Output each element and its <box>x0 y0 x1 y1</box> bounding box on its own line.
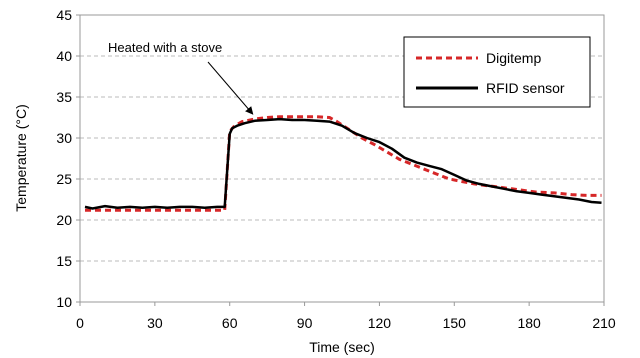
x-tick-label: 210 <box>592 315 616 331</box>
y-tick-label: 30 <box>56 130 72 146</box>
series-lines <box>84 115 602 212</box>
x-tick-label: 60 <box>222 315 238 331</box>
y-tick-label: 40 <box>56 48 72 64</box>
grid-lines <box>80 55 604 262</box>
series-line-rfid-sensor <box>84 117 602 210</box>
y-tick-label: 35 <box>56 89 72 105</box>
annotation: Heated with a stove <box>108 40 254 115</box>
x-axis-label: Time (sec) <box>309 339 375 355</box>
y-tick-label: 45 <box>56 7 72 23</box>
legend-box <box>403 36 591 108</box>
y-tick-label: 20 <box>56 212 72 228</box>
x-tick-label: 120 <box>368 315 392 331</box>
y-tick-label: 15 <box>56 253 72 269</box>
x-tick-label: 150 <box>443 315 467 331</box>
series-line-digitemp <box>85 115 602 212</box>
legend-label-rfid-sensor: RFID sensor <box>486 80 565 96</box>
y-axis-label: Temperature (°C) <box>13 104 29 212</box>
plot-area-frame <box>79 14 605 303</box>
x-tick-label: 0 <box>76 315 84 331</box>
y-tick-label: 10 <box>56 294 72 310</box>
x-tick-label: 90 <box>297 315 313 331</box>
x-tick-label: 30 <box>147 315 163 331</box>
y-tick-label: 25 <box>56 171 72 187</box>
x-tick-label: 180 <box>517 315 541 331</box>
y-axis-ticks: 10 15 20 25 30 35 40 45 <box>56 7 80 310</box>
x-axis-ticks: 0 30 60 90 120 150 180 210 <box>76 302 616 331</box>
annotation-arrow <box>207 61 254 115</box>
annotation-text: Heated with a stove <box>108 40 222 55</box>
legend-label-digitemp: Digitemp <box>486 50 541 66</box>
legend: Digitemp RFID sensor <box>403 36 591 108</box>
